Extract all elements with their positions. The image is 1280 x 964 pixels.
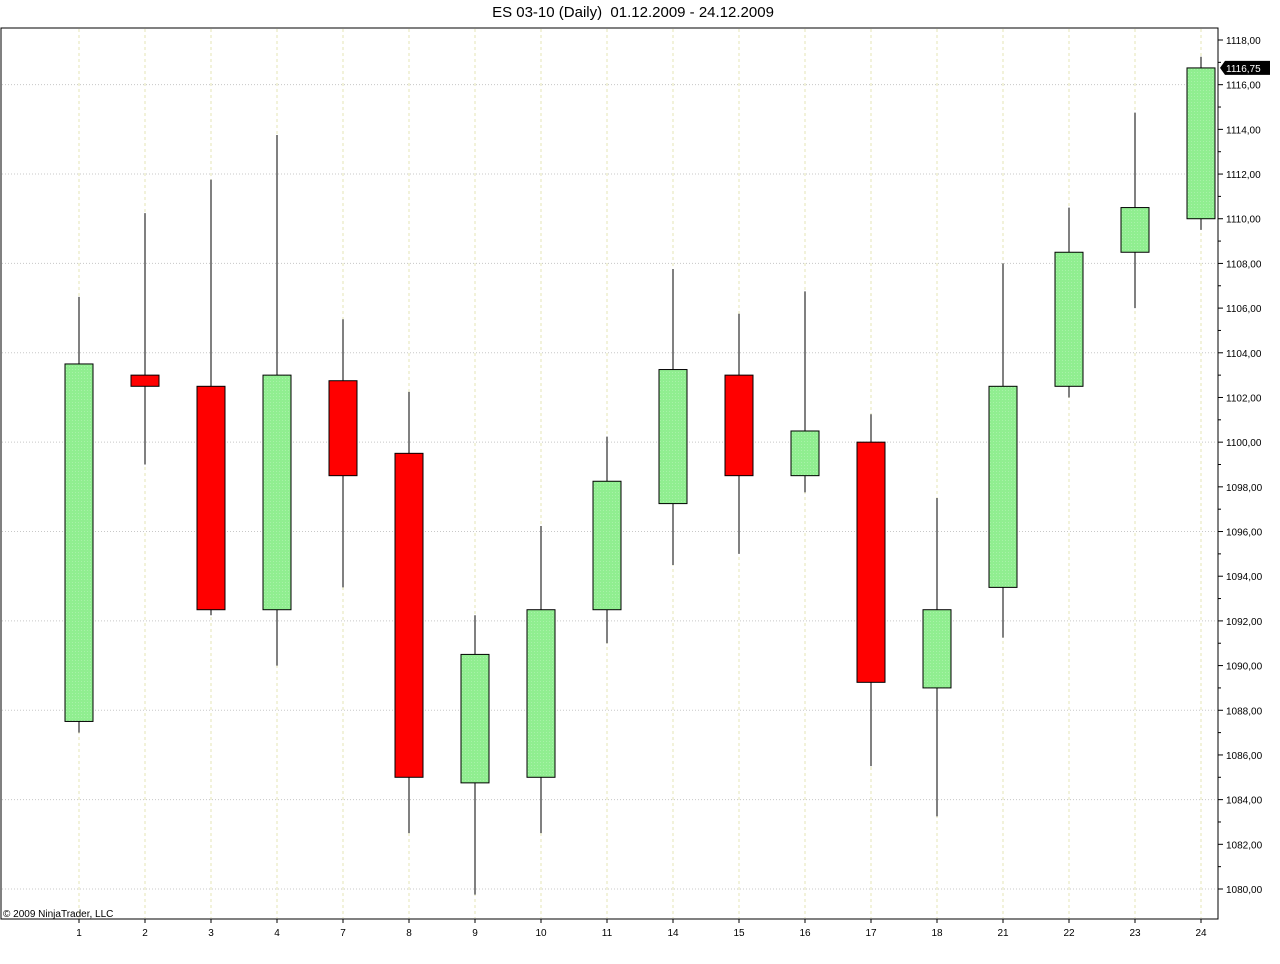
- candle: [130, 213, 160, 465]
- x-tick-label: 1: [76, 928, 82, 939]
- plot-area: [0, 27, 1219, 920]
- y-tick-label: 1106,00: [1226, 304, 1262, 315]
- x-tick-label: 4: [274, 928, 280, 939]
- chart-title: ES 03-10 (Daily) 01.12.2009 - 24.12.2009: [492, 4, 774, 21]
- x-tick-label: 8: [406, 928, 412, 939]
- y-tick-label: 1118,00: [1226, 36, 1261, 47]
- candles: [64, 56, 1216, 895]
- candle-body-up: [592, 480, 622, 611]
- y-tick-label: 1112,00: [1226, 170, 1261, 181]
- candle: [1054, 207, 1084, 398]
- y-tick-label: 1098,00: [1226, 483, 1263, 494]
- candle: [328, 319, 358, 588]
- candle-body-up: [526, 609, 556, 778]
- x-tick-label: 9: [472, 928, 478, 939]
- candle: [658, 269, 688, 566]
- y-tick-label: 1080,00: [1226, 885, 1263, 896]
- x-tick-label: 18: [931, 928, 943, 939]
- candle: [526, 525, 556, 834]
- candle: [196, 179, 226, 616]
- candle: [856, 414, 886, 767]
- x-tick-label: 11: [602, 928, 613, 939]
- copyright-text: © 2009 NinjaTrader, LLC: [3, 909, 113, 920]
- y-tick-label: 1090,00: [1226, 662, 1263, 673]
- y-tick-label: 1088,00: [1226, 706, 1263, 717]
- candle-body-down: [328, 380, 358, 477]
- y-tick-label: 1114,00: [1226, 125, 1261, 136]
- x-tick-label: 14: [667, 928, 679, 939]
- x-tick-label: 15: [733, 928, 745, 939]
- candle: [394, 391, 424, 834]
- last-price-marker: 1116,75: [1220, 60, 1270, 75]
- y-axis: 1080,00 1082,00 1084,00 1086,00 1088,00 1090,…: [1218, 36, 1263, 896]
- y-tick-label: 1082,00: [1226, 840, 1263, 851]
- candle: [1120, 112, 1150, 309]
- y-tick-label: 1116,00: [1226, 81, 1261, 92]
- x-tick-label: 22: [1063, 928, 1075, 939]
- candle-body-up: [262, 374, 292, 611]
- y-tick-label: 1094,00: [1226, 572, 1263, 583]
- candle-body-up: [64, 363, 94, 722]
- y-tick-label: 1110,00: [1226, 215, 1261, 226]
- x-tick-label: 21: [997, 928, 1009, 939]
- y-tick-label: 1096,00: [1226, 528, 1263, 539]
- x-tick-label: 7: [340, 928, 346, 939]
- candle: [1186, 56, 1216, 230]
- candle: [64, 296, 94, 733]
- candle-body-up: [1186, 67, 1216, 220]
- x-tick-label: 2: [142, 928, 148, 939]
- candle-body-down: [724, 374, 754, 477]
- candle-body-up: [460, 653, 490, 784]
- last-price-tag: [1220, 60, 1270, 75]
- candle-body-up: [922, 609, 952, 689]
- y-tick-label: 1108,00: [1226, 259, 1262, 270]
- x-tick-label: 24: [1195, 928, 1207, 939]
- candle-body-down: [856, 441, 886, 683]
- candle-body-up: [988, 385, 1018, 588]
- candle-body-up: [658, 369, 688, 505]
- candle-body-up: [1054, 251, 1084, 387]
- candle-body-down: [130, 374, 160, 387]
- candle-body-down: [196, 385, 226, 611]
- x-tick-label: 3: [208, 928, 214, 939]
- y-tick-label: 1104,00: [1226, 349, 1262, 360]
- x-tick-label: 16: [799, 928, 811, 939]
- y-tick-label: 1084,00: [1226, 796, 1263, 807]
- x-tick-label: 10: [535, 928, 547, 939]
- candle-body-up: [1120, 207, 1150, 253]
- y-tick-label: 1086,00: [1226, 751, 1263, 762]
- candle: [988, 263, 1018, 638]
- candle: [592, 436, 622, 644]
- y-tick-label: 1092,00: [1226, 617, 1263, 628]
- y-tick-label: 1100,00: [1226, 438, 1262, 449]
- candle: [922, 498, 952, 817]
- candle-body-up: [790, 430, 820, 477]
- candle-body-down: [394, 452, 424, 778]
- candle: [724, 313, 754, 554]
- last-price-label: 1116,75: [1226, 64, 1261, 75]
- candle: [262, 134, 292, 666]
- y-tick-label: 1102,00: [1226, 393, 1262, 404]
- x-tick-label: 23: [1129, 928, 1141, 939]
- x-axis: 1 2 3 4 7 8 9 10 11 14 15 16 17 18 21 22 23 24: [76, 919, 1207, 939]
- candle: [790, 291, 820, 493]
- candle: [460, 615, 490, 895]
- x-tick-label: 17: [865, 928, 877, 939]
